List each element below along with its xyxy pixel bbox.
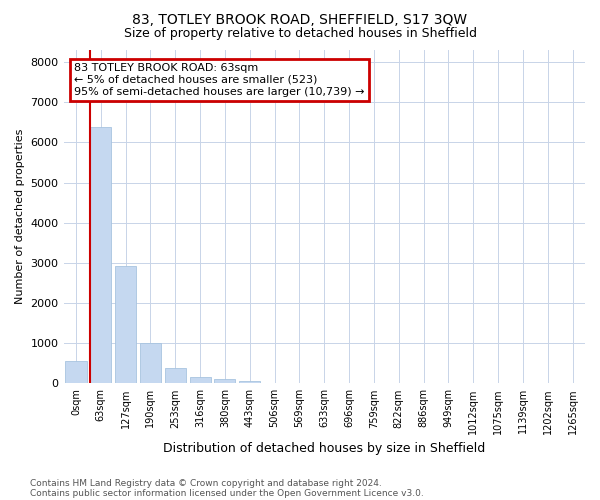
Bar <box>165 368 186 384</box>
Bar <box>115 266 136 384</box>
Text: Size of property relative to detached houses in Sheffield: Size of property relative to detached ho… <box>124 28 476 40</box>
X-axis label: Distribution of detached houses by size in Sheffield: Distribution of detached houses by size … <box>163 442 485 455</box>
Text: 83, TOTLEY BROOK ROAD, SHEFFIELD, S17 3QW: 83, TOTLEY BROOK ROAD, SHEFFIELD, S17 3Q… <box>133 12 467 26</box>
Bar <box>140 343 161 384</box>
Text: Contains public sector information licensed under the Open Government Licence v3: Contains public sector information licen… <box>30 488 424 498</box>
Bar <box>90 127 112 384</box>
Y-axis label: Number of detached properties: Number of detached properties <box>15 129 25 304</box>
Text: 83 TOTLEY BROOK ROAD: 63sqm
← 5% of detached houses are smaller (523)
95% of sem: 83 TOTLEY BROOK ROAD: 63sqm ← 5% of deta… <box>74 64 364 96</box>
Bar <box>65 361 86 384</box>
Bar <box>190 376 211 384</box>
Bar <box>214 380 235 384</box>
Bar <box>239 381 260 384</box>
Text: Contains HM Land Registry data © Crown copyright and database right 2024.: Contains HM Land Registry data © Crown c… <box>30 478 382 488</box>
